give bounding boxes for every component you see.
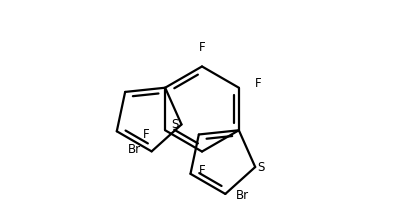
Text: S: S: [258, 160, 265, 174]
Text: F: F: [255, 77, 261, 90]
Text: Br: Br: [236, 189, 249, 202]
Text: S: S: [172, 118, 179, 131]
Text: Br: Br: [128, 143, 141, 156]
Text: F: F: [199, 41, 205, 54]
Text: F: F: [199, 164, 205, 177]
Text: F: F: [143, 128, 149, 141]
